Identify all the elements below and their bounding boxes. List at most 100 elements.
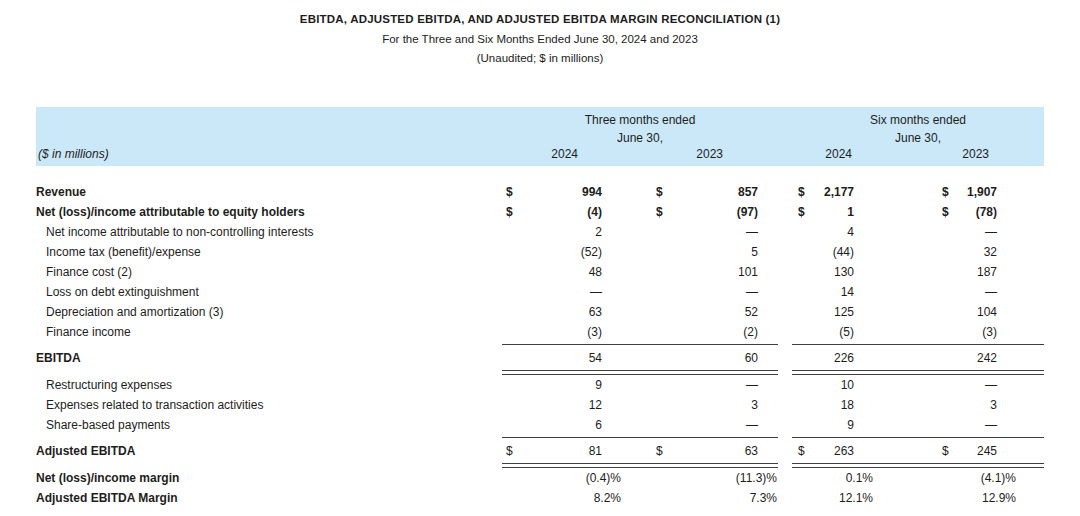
value-cell: — (670, 222, 758, 242)
value-cell: (0.4)% (539, 468, 621, 488)
row-label: Income tax (benefit)/expense (36, 242, 506, 262)
table-row: Restructuring expenses9—10— (36, 375, 1044, 395)
table-row: Share-based payments6—9— (36, 415, 1044, 435)
value-cell: 81 (520, 441, 602, 461)
table-row: Expenses related to transaction activiti… (36, 395, 1044, 415)
value-cell: 32 (956, 242, 997, 262)
value-cell: 1 (812, 202, 854, 222)
value-cell: 52 (670, 302, 758, 322)
table-row: Net (loss)/income margin(0.4)%(11.3)%0.1… (36, 468, 1044, 488)
unaudited-note: (Unaudited; $ in millions) (0, 52, 1080, 64)
row-label: Net income attributable to non-controlli… (36, 222, 506, 242)
table-row: Adjusted EBITDA$81$63$263$245 (36, 441, 1044, 461)
table-row: Adjusted EBITDA Margin8.2%7.3%12.1%12.9% (36, 488, 1044, 508)
value-cell: 63 (520, 302, 602, 322)
dollar-sign: $ (798, 441, 812, 461)
column-group-six-months: Six months ended June 30, (792, 111, 1044, 147)
year-header: 2024 (502, 147, 578, 161)
value-cell: 63 (670, 441, 758, 461)
page-subtitle: For the Three and Six Months Ended June … (0, 33, 1080, 45)
dollar-sign: $ (942, 202, 956, 222)
value-cell: 2 (520, 222, 602, 242)
table-row: Income tax (benefit)/expense (52) 5 (44) 32 (36, 242, 1044, 262)
table-row: Finance cost (2)48101130187 (36, 262, 1044, 282)
column-group-three-months: Three months ended June 30, (502, 111, 778, 147)
row-label: Finance cost (2) (36, 262, 506, 282)
title-block: EBITDA, ADJUSTED EBITDA, AND ADJUSTED EB… (0, 0, 1080, 64)
value-cell: 104 (956, 302, 997, 322)
table-row: Loss on debt extinguishment——14— (36, 282, 1044, 302)
rule-segment (502, 437, 778, 438)
group-subtitle: June 30, (792, 129, 1044, 147)
value-cell: 7.3% (689, 488, 777, 508)
value-cell: — (956, 282, 997, 302)
value-cell: 9 (812, 415, 854, 435)
dollar-sign: $ (506, 202, 520, 222)
value-cell: 12.1% (831, 488, 873, 508)
value-cell: 48 (520, 262, 602, 282)
value-cell: 101 (670, 262, 758, 282)
value-cell: (5) (812, 322, 854, 342)
year-header: 2023 (913, 147, 989, 161)
value-cell: 125 (812, 302, 854, 322)
value-cell: 18 (812, 395, 854, 415)
row-label: Loss on debt extinguishment (36, 282, 506, 302)
value-cell: 5 (670, 242, 758, 262)
value-cell: (44) (812, 242, 854, 262)
table-row: Depreciation and amortization (3) 63 52 125… (36, 302, 1044, 322)
reconciliation-table: ($ in millions) Three months ended June … (36, 107, 1044, 508)
year-header: 2024 (776, 147, 852, 161)
rule-segment (502, 370, 778, 375)
value-cell: 6 (520, 415, 602, 435)
value-cell: — (956, 375, 997, 395)
table-row: Finance income(3)(2)(5)(3) (36, 322, 1044, 342)
group-title: Three months ended (502, 111, 778, 129)
value-cell: (3) (520, 322, 602, 342)
dollar-sign: $ (798, 182, 812, 202)
value-cell: (52) (520, 242, 602, 262)
value-cell: 9 (520, 375, 602, 395)
value-cell: 994 (520, 182, 602, 202)
table-header-band: ($ in millions) Three months ended June … (36, 107, 1044, 166)
year-header: 2023 (647, 147, 723, 161)
table-body: Revenue$994$857$2,177$1,907Net (loss)/in… (36, 166, 1044, 508)
dollar-sign: $ (942, 441, 956, 461)
value-cell: (3) (956, 322, 997, 342)
dollar-sign: $ (506, 182, 520, 202)
row-label: Depreciation and amortization (3) (36, 302, 506, 322)
double-rule (36, 461, 1044, 468)
value-cell: 187 (956, 262, 997, 282)
rule-segment (792, 437, 1044, 438)
value-cell: 242 (956, 348, 997, 368)
row-label: Adjusted EBITDA Margin (36, 488, 506, 508)
report-page: EBITDA, ADJUSTED EBITDA, AND ADJUSTED EB… (0, 0, 1080, 516)
dollar-sign: $ (942, 182, 956, 202)
value-cell: 8.2% (539, 488, 621, 508)
rule-segment (792, 370, 1044, 375)
value-cell: 3 (956, 395, 997, 415)
value-cell: 12 (520, 395, 602, 415)
value-cell: 226 (812, 348, 854, 368)
value-cell: 60 (670, 348, 758, 368)
double-rule (36, 368, 1044, 375)
value-cell: — (670, 415, 758, 435)
value-cell: (97) (670, 202, 758, 222)
group-subtitle: June 30, (502, 129, 778, 147)
value-cell: — (520, 282, 602, 302)
value-cell: — (956, 415, 997, 435)
value-cell: 14 (812, 282, 854, 302)
value-cell: 245 (956, 441, 997, 461)
value-cell: (11.3)% (689, 468, 777, 488)
rule-segment (792, 344, 1044, 345)
value-cell: 2,177 (812, 182, 854, 202)
row-label: Expenses related to transaction activiti… (36, 395, 506, 415)
row-label: EBITDA (36, 348, 506, 368)
units-label: ($ in millions) (38, 147, 109, 161)
dollar-sign: $ (656, 441, 670, 461)
single-rule (36, 435, 1044, 441)
row-label: Net (loss)/income attributable to equity… (36, 202, 506, 222)
row-label: Revenue (36, 182, 506, 202)
value-cell: — (670, 375, 758, 395)
dollar-sign: $ (798, 202, 812, 222)
value-cell: 10 (812, 375, 854, 395)
